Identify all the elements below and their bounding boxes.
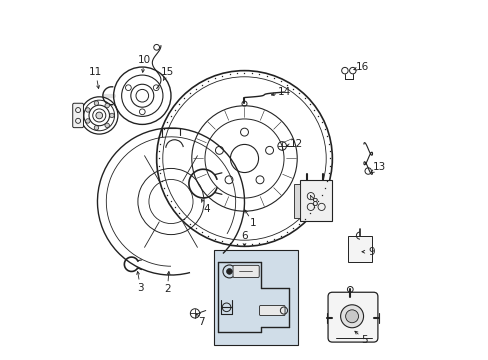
Text: 6: 6 bbox=[241, 231, 247, 240]
Circle shape bbox=[109, 113, 114, 118]
Circle shape bbox=[105, 123, 109, 127]
FancyBboxPatch shape bbox=[294, 184, 300, 218]
Text: 11: 11 bbox=[89, 67, 102, 77]
Circle shape bbox=[340, 305, 363, 328]
Text: 15: 15 bbox=[161, 67, 174, 77]
Text: 14: 14 bbox=[277, 87, 290, 97]
Text: 3: 3 bbox=[137, 283, 143, 293]
FancyBboxPatch shape bbox=[214, 250, 298, 345]
FancyBboxPatch shape bbox=[300, 180, 332, 221]
Circle shape bbox=[105, 103, 109, 108]
Circle shape bbox=[226, 269, 232, 274]
Circle shape bbox=[96, 112, 102, 119]
FancyBboxPatch shape bbox=[73, 103, 83, 128]
Circle shape bbox=[94, 101, 99, 105]
Text: 7: 7 bbox=[198, 317, 204, 327]
Circle shape bbox=[85, 108, 90, 112]
Text: 16: 16 bbox=[355, 62, 369, 72]
Text: 2: 2 bbox=[164, 284, 170, 294]
FancyBboxPatch shape bbox=[327, 292, 377, 342]
FancyBboxPatch shape bbox=[233, 265, 259, 278]
Text: 1: 1 bbox=[250, 218, 256, 228]
Circle shape bbox=[345, 310, 358, 323]
Circle shape bbox=[94, 126, 99, 130]
Text: 5: 5 bbox=[361, 334, 367, 345]
Text: 8: 8 bbox=[310, 198, 317, 208]
Text: 10: 10 bbox=[137, 55, 150, 65]
FancyBboxPatch shape bbox=[348, 235, 371, 262]
Circle shape bbox=[85, 119, 90, 123]
Text: 4: 4 bbox=[203, 204, 210, 214]
Text: 9: 9 bbox=[368, 247, 374, 257]
Text: 12: 12 bbox=[289, 139, 303, 149]
FancyBboxPatch shape bbox=[259, 306, 285, 316]
Text: 13: 13 bbox=[371, 162, 385, 172]
